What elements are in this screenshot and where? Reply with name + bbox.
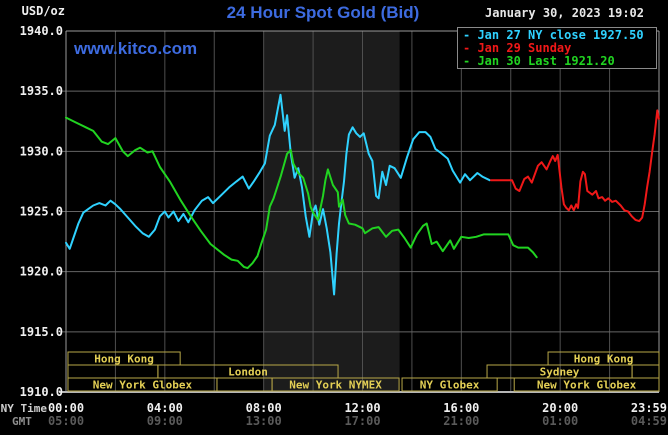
session-box-empty bbox=[67, 364, 159, 379]
y-tick-label: 1910.0 bbox=[20, 385, 63, 399]
y-tick-label: 1915.0 bbox=[20, 325, 63, 339]
x-tick-ny-label: 04:00 bbox=[147, 401, 183, 415]
x-tick-gmt-label: 21:00 bbox=[443, 414, 479, 428]
x-tick-gmt-label: 13:00 bbox=[246, 414, 282, 428]
kitco-watermark-link[interactable]: www.kitco.com bbox=[74, 39, 198, 58]
session-label: Hong Kong bbox=[574, 353, 634, 366]
session-label: NY Globex bbox=[420, 379, 480, 392]
x-tick-ny-label: 23:59 bbox=[631, 401, 667, 415]
session-box-new-york-globex bbox=[513, 377, 660, 392]
legend-item-1: - Jan 29 Sunday bbox=[463, 41, 572, 55]
session-box-empty bbox=[631, 364, 660, 379]
y-tick-label: 1935.0 bbox=[20, 84, 63, 98]
x-tick-gmt-label: 09:00 bbox=[147, 414, 183, 428]
x-tick-gmt-label: 04:59 bbox=[631, 414, 667, 428]
session-box-ny-globex bbox=[401, 377, 498, 392]
x-tick-gmt-label: 17:00 bbox=[344, 414, 380, 428]
x-tick-ny-label: 20:00 bbox=[542, 401, 578, 415]
legend-item-2: - Jan 30 Last 1921.20 bbox=[463, 54, 615, 68]
y-tick-label: 1920.0 bbox=[20, 265, 63, 279]
session-label: New York Globex bbox=[537, 379, 637, 392]
gmt-row-label: GMT bbox=[12, 415, 32, 428]
x-tick-gmt-label: 05:00 bbox=[48, 414, 84, 428]
y-tick-label: 1940.0 bbox=[20, 24, 63, 38]
chart-title: 24 Hour Spot Gold (Bid) bbox=[226, 3, 420, 22]
x-tick-gmt-label: 01:00 bbox=[542, 414, 578, 428]
x-tick-ny-label: 08:00 bbox=[246, 401, 282, 415]
session-label: London bbox=[228, 366, 268, 379]
session-label: Hong Kong bbox=[94, 353, 154, 366]
series-line-2 bbox=[65, 116, 538, 270]
series-line-1 bbox=[490, 109, 660, 223]
y-tick-label: 1925.0 bbox=[20, 205, 63, 219]
legend-item-0: - Jan 27 NY close 1927.50 bbox=[463, 28, 644, 42]
x-tick-ny-label: 12:00 bbox=[344, 401, 380, 415]
session-label: Sydney bbox=[540, 366, 580, 379]
series-line-0 bbox=[65, 93, 491, 296]
session-label: New York Globex bbox=[93, 379, 193, 392]
ny-time-row-label: NY Time bbox=[1, 402, 48, 415]
x-tick-ny-label: 16:00 bbox=[443, 401, 479, 415]
legend-box: - Jan 27 NY close 1927.50- Jan 29 Sunday… bbox=[457, 27, 657, 69]
x-tick-ny-label: 00:00 bbox=[48, 401, 84, 415]
session-label: New York NYMEX bbox=[289, 379, 382, 392]
y-tick-label: 1930.0 bbox=[20, 144, 63, 158]
y-axis-unit-label: USD/oz bbox=[21, 4, 65, 18]
chart-datetime: January 30, 2023 19:02 bbox=[485, 6, 644, 20]
session-box-new-york-nymex bbox=[271, 377, 400, 392]
